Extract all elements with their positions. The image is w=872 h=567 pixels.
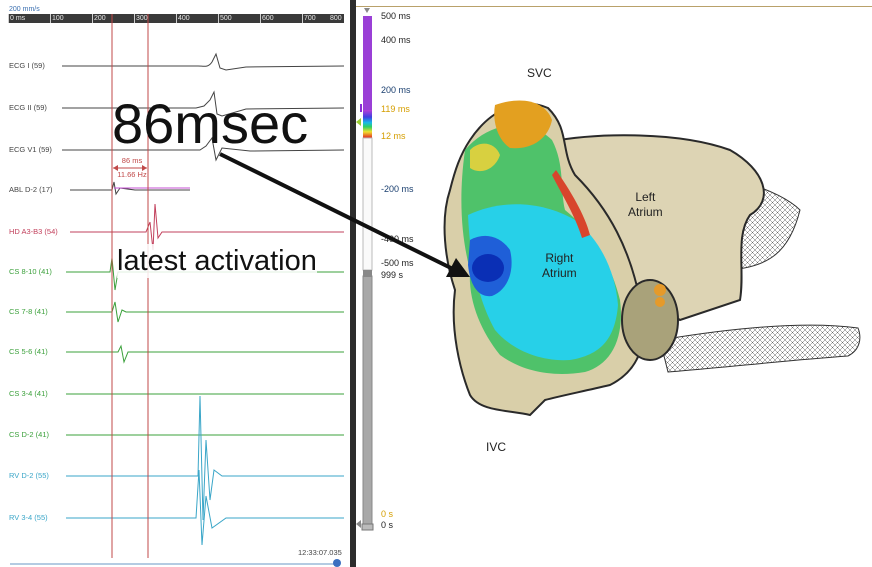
top-border-line [356,6,872,7]
ruler-label: 100 [52,15,64,22]
channel-label-abl[interactable]: ABL D-2 (17) [9,185,53,194]
latest-activation-spot [472,254,504,282]
label-left-atrium-line1: Left [635,190,656,204]
window-high-marker-icon [360,104,362,112]
label-ivc: IVC [486,440,507,454]
left-atrium-shell [546,134,765,322]
ruler-label: 800 [330,15,342,22]
activation-orange-region [494,100,552,149]
scale-label-total: 999 s [381,270,404,280]
label-right-atrium-line1: Right [545,251,574,265]
activation-blue-region [468,235,512,297]
ruler-label: 300 [136,15,148,22]
zero-marker-left-icon [356,520,361,528]
ruler-label: 600 [262,15,274,22]
activation-yellow-region [470,143,500,172]
tag-marker-orange [654,284,666,296]
channel-label-rv34[interactable]: RV 3-4 (55) [9,513,48,522]
ruler-label: 500 [220,15,232,22]
ruler-tick [134,14,135,23]
scale-purple-bar [363,16,372,110]
activation-green-region [461,125,621,375]
interval-annotation-text: 86msec [112,92,309,155]
ruler-label: 200 [94,15,106,22]
trace-ecg1 [62,52,345,71]
pulmonary-vein-mesh [689,176,801,271]
channel-label-ecgv1[interactable]: ECG V1 (59) [9,145,52,154]
label-svc: SVC [527,66,552,80]
scale-top-arrow-icon [364,8,370,13]
trace-rvd2 [66,395,344,521]
channel-label-cs810[interactable]: CS 8-10 (41) [9,267,52,276]
caliper-arrowhead-right [142,165,147,171]
channel-label-hd[interactable]: HD A3-B3 (54) [9,227,58,236]
trace-cs56 [66,344,344,364]
channel-label-csd2[interactable]: CS D-2 (41) [9,430,50,439]
label-left-atrium-line2: Atrium [628,205,663,219]
ruler-tick [8,14,9,23]
scale-label-200: 200 ms [381,85,411,95]
scale-label-window-high[interactable]: 119 ms [381,104,410,114]
trace-hd [70,203,344,251]
time-ruler[interactable]: 0 ms 100 200 300 400 500 600 700 800 [8,14,344,23]
scale-label-zero-accent: 0 s [381,509,394,519]
egm-traces [62,14,345,558]
tag-marker-orange-2 [655,297,665,307]
scroll-end-icon[interactable] [333,559,341,567]
scale-label-window-low[interactable]: 12 ms [381,131,406,141]
ruler-tick [50,14,51,23]
trace-ecgv1 [62,136,345,162]
timestamp: 12:33:07.035 [298,548,342,557]
ivc-extension-mesh [659,324,861,373]
ruler-label: 0 ms [10,15,26,22]
latest-activation-caption: latest activation [117,244,317,278]
scale-gradient-bar [363,110,372,138]
channel-label-rvd2[interactable]: RV D-2 (55) [9,471,49,480]
ruler-label: 400 [178,15,190,22]
scale-label-top: 500 ms [381,11,411,21]
sweep-speed-label: 200 mm/s [9,6,40,13]
scale-top-thumb [363,270,372,277]
trace-ecg2 [62,90,345,117]
ruler-tick [218,14,219,23]
scale-label-400: 400 ms [381,35,411,45]
scale-bottom-thumb [361,523,374,531]
horizontal-scrollbar[interactable] [10,563,340,565]
scale-label-zero: 0 s [381,520,394,530]
panel-divider[interactable] [350,0,356,567]
trace-rv34 [66,469,344,546]
channel-label-ecg2[interactable]: ECG II (59) [9,103,47,112]
scale-label-neg200: -200 ms [381,184,414,194]
label-right-atrium-line2: Atrium [542,266,577,280]
scale-white-bar [362,137,373,271]
channel-label-cs56[interactable]: CS 5-6 (41) [9,347,48,356]
label-left-atrium: Left Atrium [628,190,663,220]
ruler-tick [176,14,177,23]
scale-label-neg400: -400 ms [381,234,414,244]
caliper-interval-label: 86 ms [121,156,143,165]
label-right-atrium: Right Atrium [542,251,577,281]
trace-cs78 [66,301,344,323]
coronary-sinus-ostium [621,279,679,361]
channel-label-cs78[interactable]: CS 7-8 (41) [9,307,48,316]
scale-gray-track [362,275,373,525]
scale-label-neg500: -500 ms [381,258,414,268]
caliper-frequency-label: 11.66 Hz [117,170,147,179]
ruler-tick [302,14,303,23]
caliper-arrowhead-left [113,165,118,171]
ruler-tick [260,14,261,23]
activation-cyan-region [468,204,618,361]
egm-panel: 200 mm/s 0 ms 100 200 300 400 500 600 70… [0,0,350,567]
channel-label-ecg1[interactable]: ECG I (59) [9,61,45,70]
activation-red-edge [552,170,590,238]
ruler-label: 700 [304,15,316,22]
ruler-tick [92,14,93,23]
channel-label-cs34[interactable]: CS 3-4 (41) [9,389,48,398]
window-marker-left-icon [356,118,361,126]
